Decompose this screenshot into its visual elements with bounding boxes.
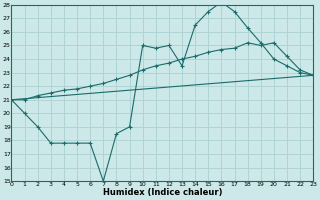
X-axis label: Humidex (Indice chaleur): Humidex (Indice chaleur) [103,188,222,197]
